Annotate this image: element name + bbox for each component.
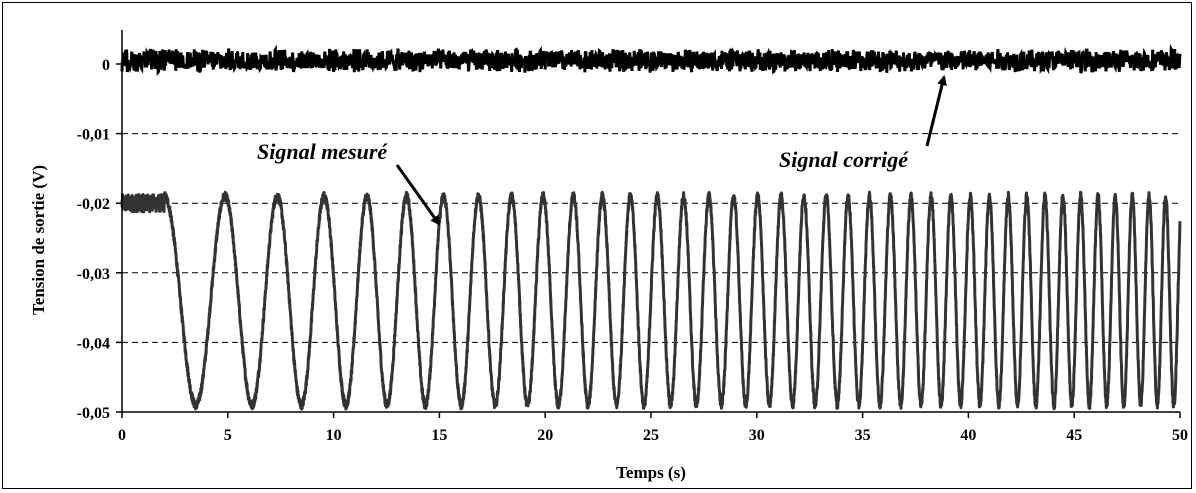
x-tick-label: 35 (855, 427, 871, 444)
x-tick-label: 10 (326, 427, 342, 444)
line-signal-mesure (120, 190, 1182, 411)
x-tick-label: 5 (224, 427, 232, 444)
x-axis-title: Temps (s) (616, 463, 686, 482)
annotation-signal-corrige: Signal corrigé (779, 147, 909, 172)
annotation-signal-mesure: Signal mesuré (257, 139, 388, 164)
x-tick-label: 15 (431, 427, 447, 444)
x-tick-label: 20 (537, 427, 553, 444)
y-tick-label: -0,05 (77, 405, 110, 422)
y-tick-label: -0,01 (77, 127, 110, 144)
series-signal-mesure (120, 190, 1182, 411)
y-tick-label: -0,02 (77, 196, 110, 213)
x-tick-label: 50 (1172, 427, 1188, 444)
arrow-signal-mesure (395, 164, 441, 226)
y-tick-label: -0,04 (77, 335, 110, 352)
x-tick-label: 45 (1066, 427, 1082, 444)
x-tick-label: 30 (749, 427, 765, 444)
x-ticks: 0 5 10 15 20 25 30 35 40 45 50 (118, 412, 1188, 444)
x-tick-label: 25 (643, 427, 659, 444)
arrow-signal-corrige (925, 75, 947, 147)
y-axis-title: Tension de sortie (V) (29, 165, 48, 315)
line-signal-corrige (120, 43, 1182, 77)
y-tick-label: 0 (102, 57, 110, 74)
y-ticks: 0 -0,01 -0,02 -0,03 -0,04 -0,05 (77, 57, 122, 422)
y-tick-label: -0,03 (77, 266, 110, 283)
x-tick-label: 40 (960, 427, 976, 444)
x-tick-label: 0 (118, 427, 126, 444)
series-signal-corrige (120, 43, 1182, 77)
